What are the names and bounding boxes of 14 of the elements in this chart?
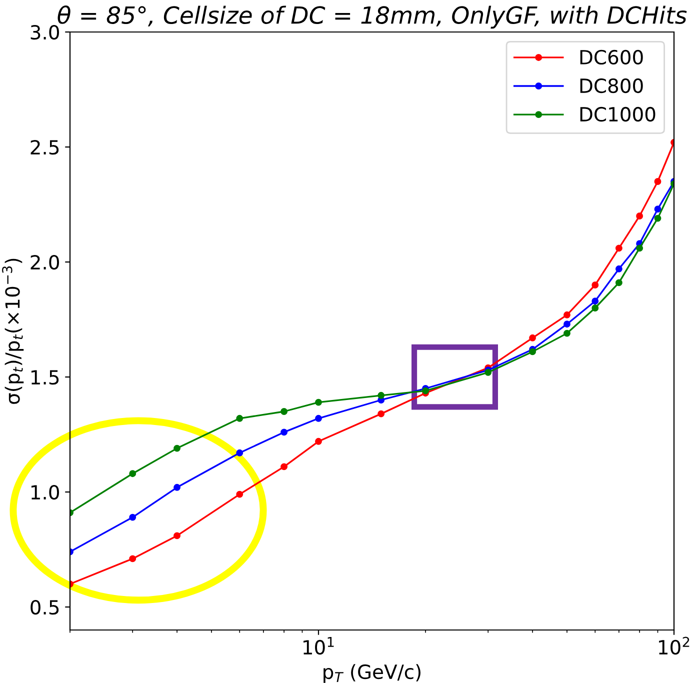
legend-label: DC800: [580, 78, 643, 94]
chart-title: θ = 85°, Cellsize of DC = 18mm, OnlyGF, with DCHits: [58, 6, 687, 29]
x-tick-label: 10$^{1}$: [304, 636, 334, 655]
legend-label: DC600: [580, 50, 643, 65]
legend-label: DC1000: [580, 106, 656, 122]
y-tick-label: 1.5: [31, 370, 59, 385]
x-axis-title: p$_{T}$ (GeV/c): [324, 664, 420, 683]
x-tick-label: 10$^{2}$: [659, 636, 690, 655]
y-tick-label: 0.5: [30, 600, 59, 615]
y-tick-label: 3.0: [30, 24, 59, 40]
y-tick-label: 2.5: [30, 140, 59, 155]
y-tick-label: 1.0: [31, 484, 59, 500]
y-tick-label: 2.0: [30, 254, 59, 270]
y-axis-title: σ(p$_{t}$)/p$_{t}$(×10$^{−3}$): [2, 258, 24, 404]
